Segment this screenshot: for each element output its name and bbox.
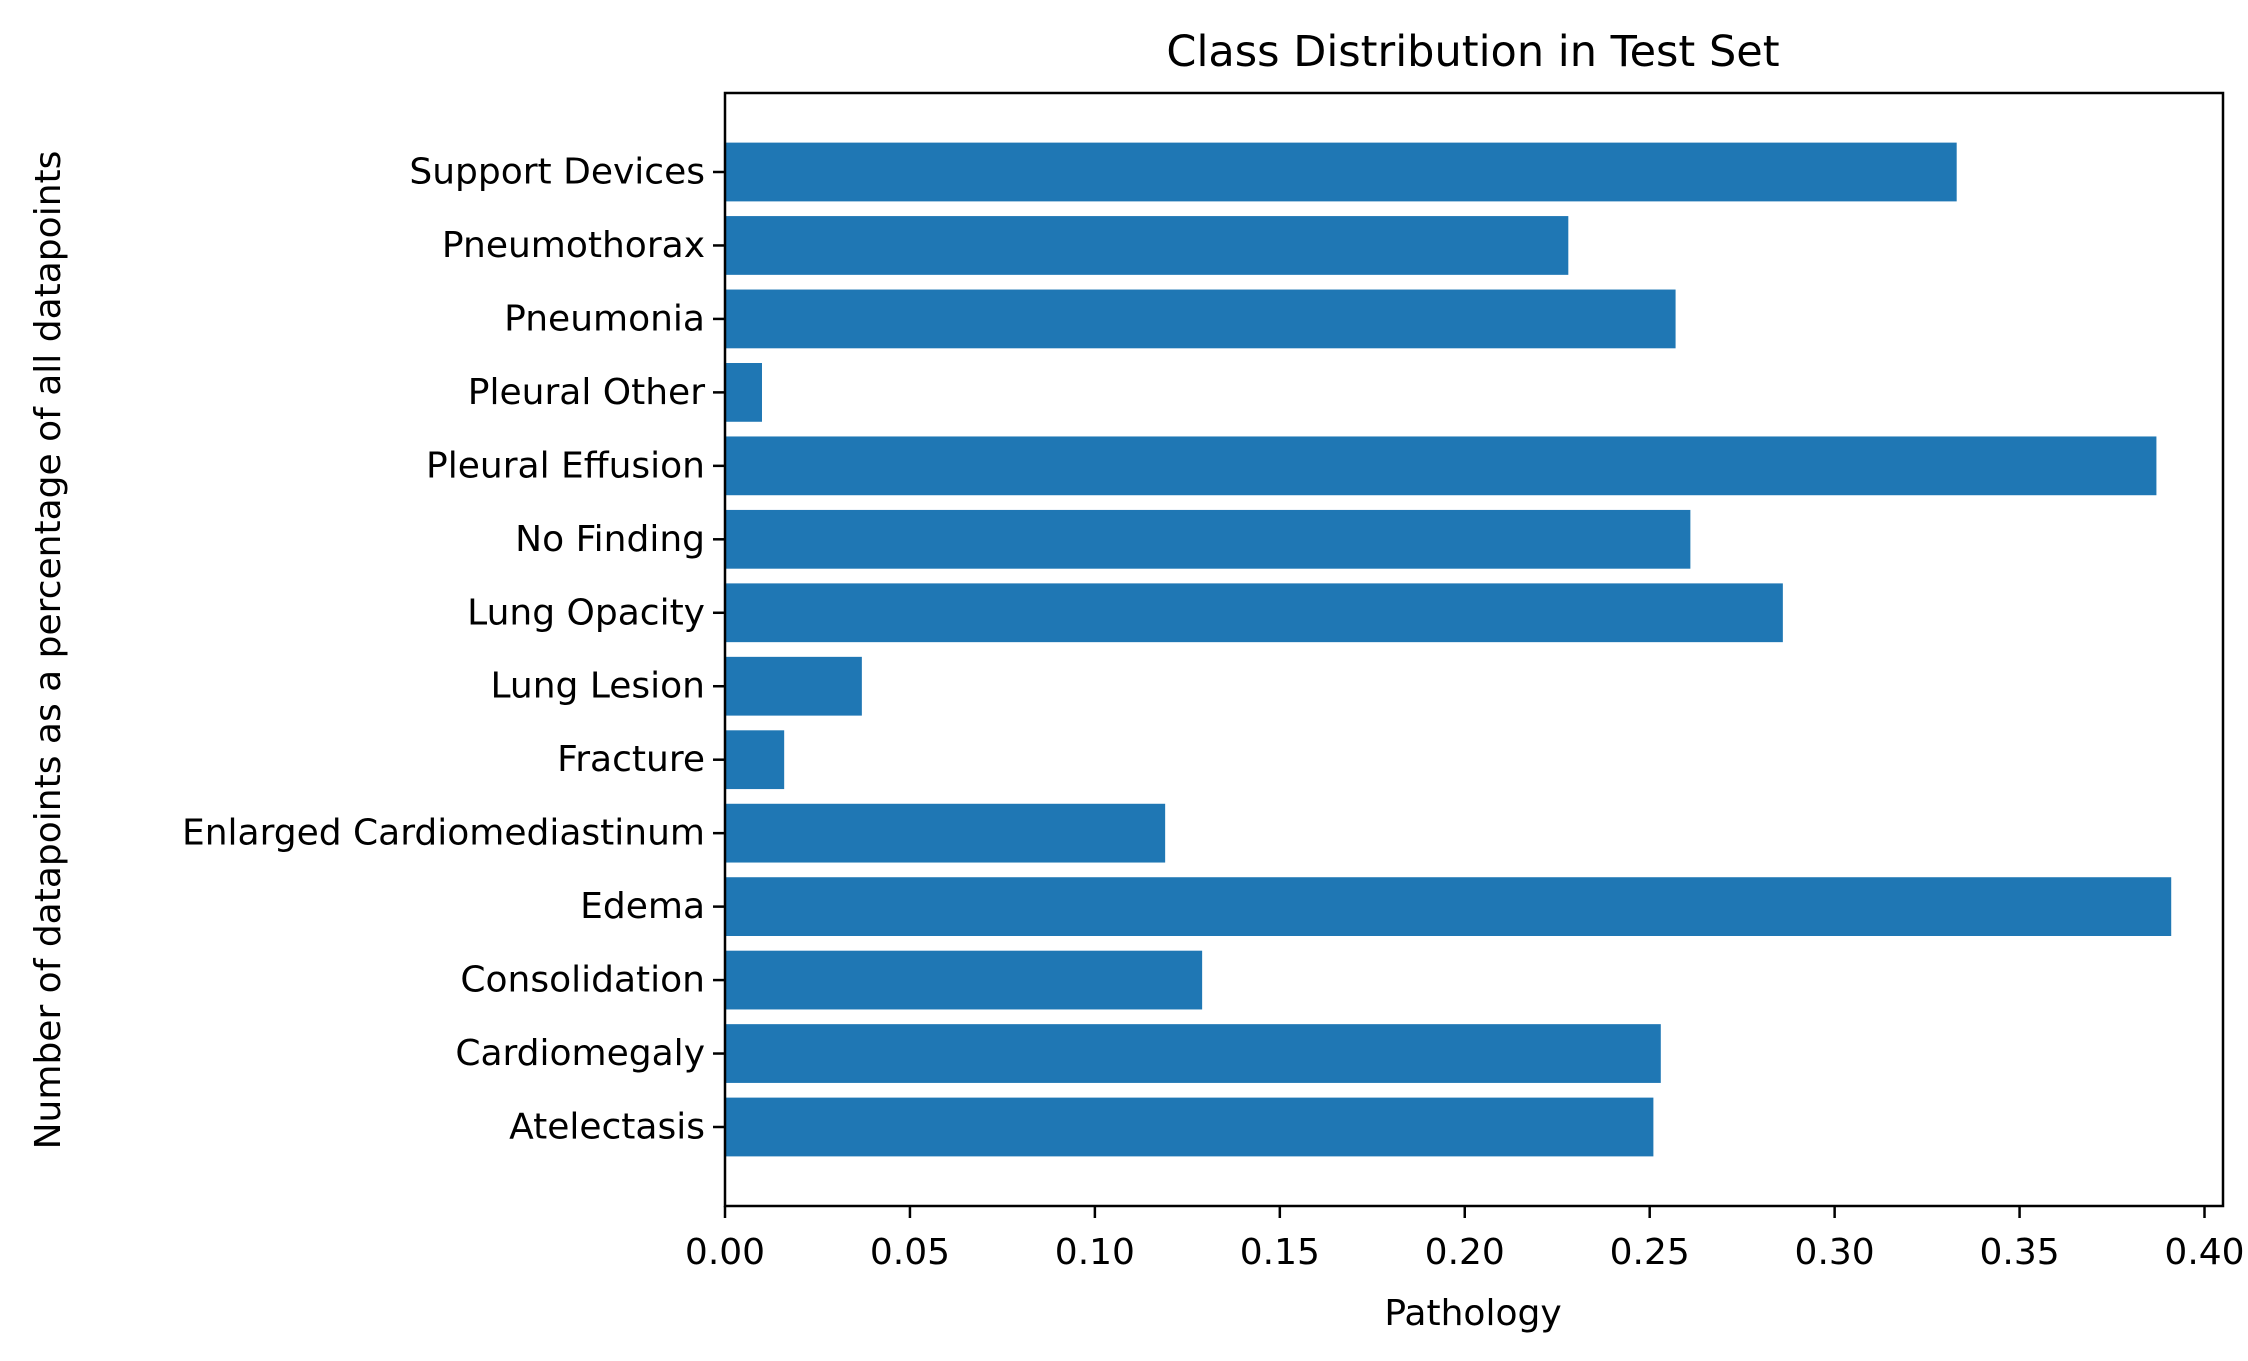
x-axis-title: Pathology xyxy=(1384,1293,1561,1334)
y-tick-label-no-finding: No Finding xyxy=(515,519,705,560)
bar-cardiomegaly xyxy=(725,1024,1661,1083)
bar-edema xyxy=(725,877,2172,936)
y-tick-label-atelectasis: Atelectasis xyxy=(509,1107,705,1148)
y-tick-label-lung-lesion: Lung Lesion xyxy=(490,666,705,707)
y-tick-label-support-devices: Support Devices xyxy=(409,152,705,193)
bar-lung-opacity xyxy=(725,583,1783,643)
plot-frame xyxy=(723,91,2225,1208)
y-tick-label-consolidation: Consolidation xyxy=(460,960,705,1001)
bar-fracture xyxy=(725,730,785,790)
x-tick-label: 0.00 xyxy=(685,1232,765,1273)
bar-atelectasis xyxy=(725,1097,1654,1157)
x-tick-label: 0.05 xyxy=(870,1232,950,1273)
bar-no-finding xyxy=(725,509,1691,569)
bar-pleural-effusion xyxy=(725,436,2157,496)
y-tick-label-enlarged-cardiomediastinum: Enlarged Cardiomediastinum xyxy=(182,813,705,854)
y-tick-label-pleural-other: Pleural Other xyxy=(468,372,705,413)
x-tick-label: 0.10 xyxy=(1055,1232,1135,1273)
y-tick-label-edema: Edema xyxy=(580,886,705,927)
x-tick-label: 0.15 xyxy=(1240,1232,1320,1273)
y-axis-title: Number of datapoints as a percentage of … xyxy=(28,151,69,1150)
bar-enlarged-cardiomediastinum xyxy=(725,803,1166,863)
y-tick-label-pneumothorax: Pneumothorax xyxy=(442,225,705,266)
x-tick-label: 0.35 xyxy=(1979,1232,2059,1273)
y-tick-label-pleural-effusion: Pleural Effusion xyxy=(426,445,705,486)
bar-pleural-other xyxy=(725,363,762,422)
bar-pneumothorax xyxy=(725,216,1569,275)
x-tick-label: 0.40 xyxy=(2164,1232,2244,1273)
x-tick-label: 0.25 xyxy=(1610,1232,1690,1273)
y-axis-ticks: Atelectasis Cardiomegaly Consolidation Edem… xyxy=(182,152,725,1148)
x-tick-label: 0.30 xyxy=(1795,1232,1875,1273)
bar-consolidation xyxy=(725,950,1203,1010)
y-tick-label-cardiomegaly: Cardiomegaly xyxy=(455,1033,705,1074)
bar-lung-lesion xyxy=(725,656,862,716)
bars-group xyxy=(725,142,2172,1157)
bar-support-devices xyxy=(725,142,1957,202)
y-tick-label-pneumonia: Pneumonia xyxy=(504,298,705,339)
bar-pneumonia xyxy=(725,289,1676,349)
x-axis-ticks: 0.00 0.05 0.10 0.15 0.20 0.25 0.30 0.35 0.40 xyxy=(685,1206,2245,1273)
x-tick-label: 0.20 xyxy=(1425,1232,1505,1273)
y-tick-label-fracture: Fracture xyxy=(557,739,705,780)
y-tick-label-lung-opacity: Lung Opacity xyxy=(467,592,705,633)
chart-title: Class Distribution in Test Set xyxy=(1166,27,1779,77)
